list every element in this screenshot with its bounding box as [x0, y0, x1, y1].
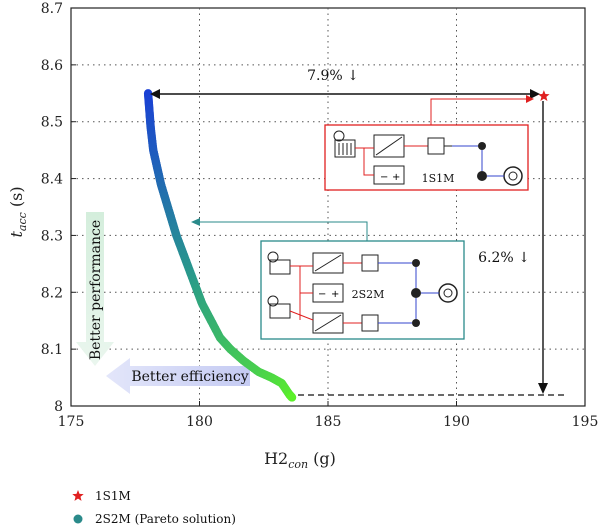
connector-2s2m [200, 221, 368, 241]
box-2s2m-label: 2S2M [352, 288, 385, 301]
pareto-series [143, 89, 297, 402]
x-tick-label: 185 [315, 414, 342, 430]
better-efficiency-text: Better efficiency [131, 369, 248, 385]
powertrain-1s1m-box: − + 1S1M [324, 124, 529, 191]
arrow-6-2-percent: 6.2% ↓ [478, 101, 548, 394]
svg-text:+: + [331, 289, 339, 300]
arrow-6-2-text: 6.2% ↓ [478, 250, 530, 266]
x-tick-label: 190 [443, 414, 470, 430]
legend-marker-1s1m [72, 490, 84, 501]
legend-label-2s2m: 2S2M (Pareto solution) [95, 512, 236, 526]
y-tick-label: 8.4 [41, 172, 63, 188]
y-tick-label: 8.2 [41, 285, 63, 301]
x-tick-label: 175 [58, 414, 85, 430]
y-tick-label: 8.3 [41, 228, 63, 244]
better-efficiency-arrow: Better efficiency [106, 358, 250, 394]
svg-text:+: + [392, 172, 400, 183]
y-axis-label: tacc (s) [7, 186, 29, 237]
legend: 1S1M 2S2M (Pareto solution) [72, 489, 236, 526]
better-performance-text: Better performance [88, 220, 104, 360]
pareto-point [287, 393, 297, 402]
better-performance-arrow: Better performance [76, 212, 114, 366]
svg-text:−: − [380, 172, 388, 183]
grid-lines [71, 8, 585, 406]
x-axis-label: H2con (g) [264, 449, 336, 471]
arrow-7-9-percent: 7.9% ↓ [150, 68, 540, 99]
series-1s1m-marker [538, 90, 550, 101]
x-tick-label: 180 [186, 414, 213, 430]
arrow-7-9-text: 7.9% ↓ [307, 68, 359, 84]
box-1s1m-label: 1S1M [422, 172, 455, 185]
x-tick-label: 195 [572, 414, 599, 430]
legend-star-icon [72, 490, 84, 501]
y-tick-label: 8.7 [41, 1, 63, 17]
y-tick-label: 8.5 [41, 115, 63, 131]
legend-label-1s1m: 1S1M [95, 489, 131, 503]
legend-marker-2s2m [73, 514, 83, 524]
y-tick-labels: 8 8.1 8.2 8.3 8.4 8.5 8.6 8.7 [41, 1, 76, 415]
y-tick-label: 8.1 [41, 342, 63, 358]
y-tick-label: 8.6 [41, 58, 63, 74]
star-point [538, 90, 550, 101]
x-tick-labels: 175 180 185 190 195 [58, 401, 599, 430]
svg-text:−: − [318, 289, 326, 300]
powertrain-2s2m-box: − + 2S2M [260, 240, 465, 340]
y-tick-label: 8 [54, 399, 63, 415]
connector-1s1m [430, 98, 531, 125]
